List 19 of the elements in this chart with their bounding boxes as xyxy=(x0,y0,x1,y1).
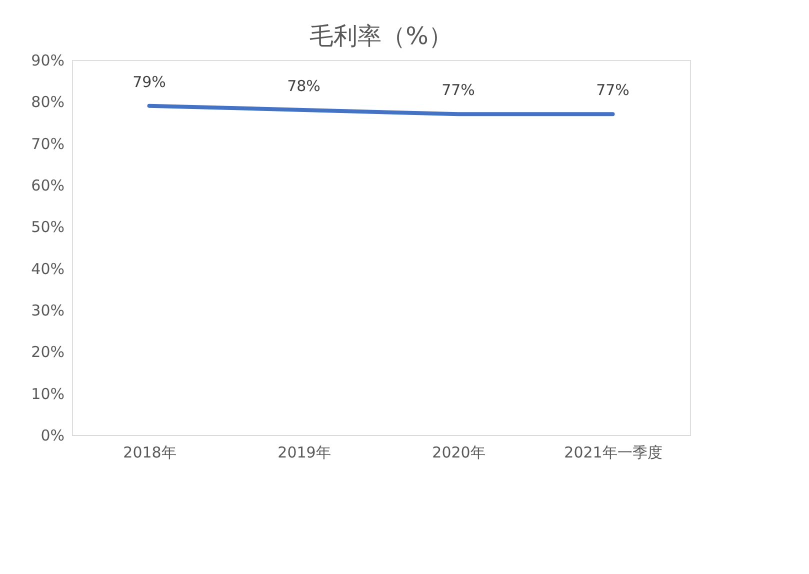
text: 79% xyxy=(132,72,166,91)
y-tick-label: 70% xyxy=(31,134,64,153)
x-tick-label: 2020年 xyxy=(432,444,486,462)
y-tick-label: 50% xyxy=(31,218,64,236)
text: 77% xyxy=(596,81,630,100)
x-tick-label: 2021年一季度 xyxy=(564,444,662,462)
y-tick-label: 20% xyxy=(31,343,64,362)
x-tick-label: 2019年 xyxy=(278,444,331,462)
y-tick-label: 0% xyxy=(40,426,64,444)
text: 77% xyxy=(442,81,475,100)
text: 78% xyxy=(287,77,320,95)
y-tick-label: 30% xyxy=(31,302,64,320)
y-tick-label: 10% xyxy=(31,384,64,403)
chart-title: 毛利率（%） xyxy=(310,22,452,50)
y-tick-label: 80% xyxy=(31,93,64,112)
x-tick-label: 2018年 xyxy=(123,444,176,462)
y-tick-label: 90% xyxy=(31,52,64,70)
y-tick-label: 40% xyxy=(31,260,64,278)
y-tick-label: 60% xyxy=(31,176,64,194)
